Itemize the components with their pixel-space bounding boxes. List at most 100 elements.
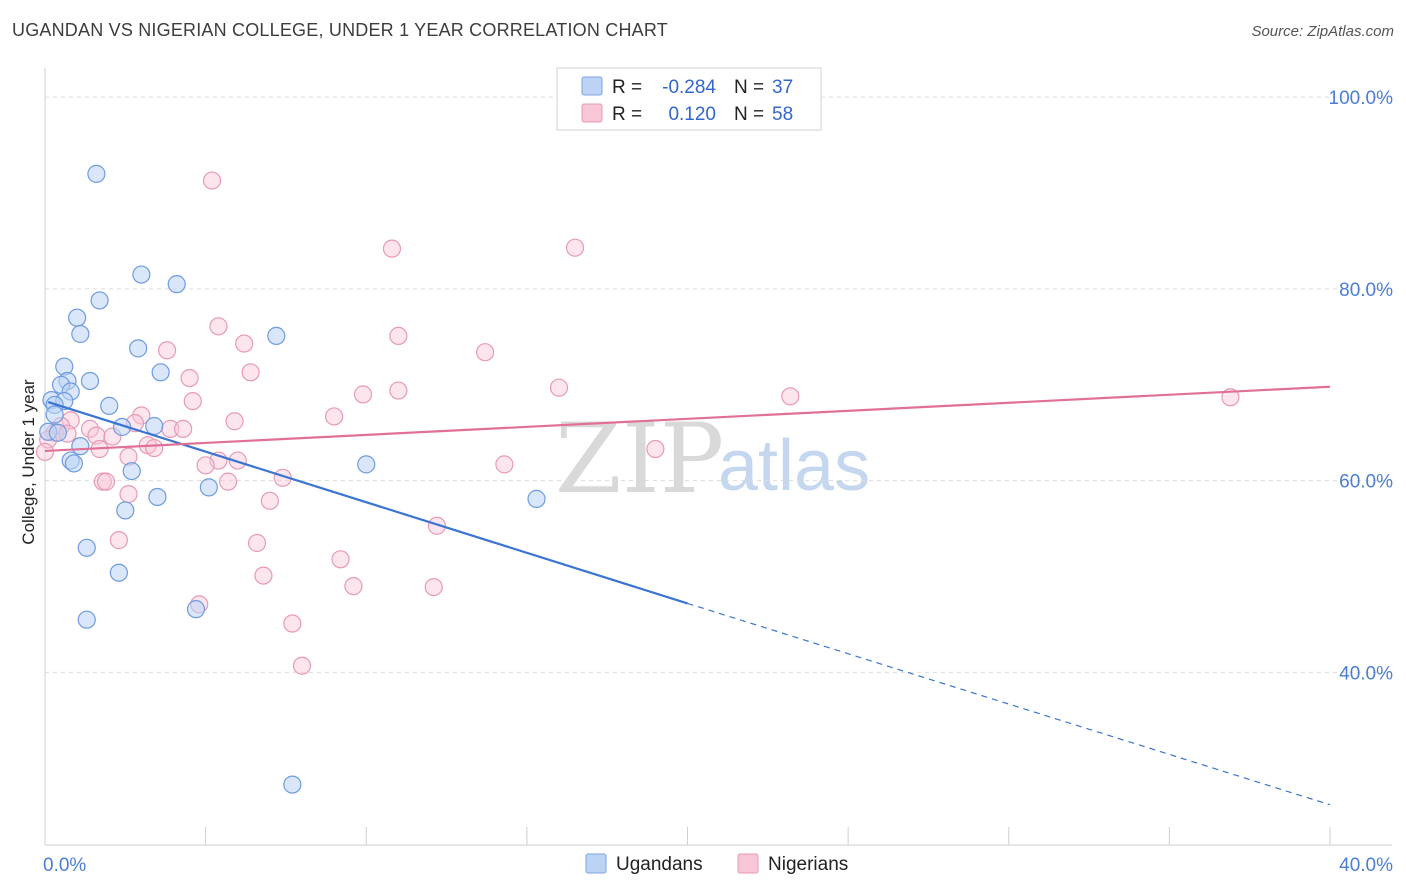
y-tick-label: 100.0% [1329,88,1394,109]
legend-n-value-ugandans: 37 [772,77,793,98]
nigerians-point [389,381,408,400]
nigerians-point [119,484,138,504]
nigerians-point [254,566,273,585]
nigerians-point [283,614,302,633]
ugandans-point [145,416,164,436]
nigerians-point [80,419,100,439]
nigerians-point [565,238,585,257]
legend-swatch-nigerians [581,103,603,123]
ugandans-points [39,164,546,794]
ugandans-point [71,437,90,456]
legend-bottom-ugandans: Ugandans [616,854,703,875]
legend-r-value-ugandans: -0.284 [662,77,716,98]
nigerians-point [353,385,373,404]
ugandans-point [48,423,67,442]
ugandans-point [267,326,286,346]
ugandans-point [100,396,119,415]
nigerians-point [235,334,254,353]
series-legend: Ugandans Nigerians [585,853,848,875]
ugandans-point [186,600,206,619]
ugandans-point [167,275,186,294]
nigerians-point [389,326,408,346]
ugandans-point [64,454,84,473]
ugandans-point [45,405,64,424]
nigerians-point [427,516,447,535]
nigerians-point [241,363,260,382]
nigerians-point [180,368,199,388]
y-tick-label: 60.0% [1339,472,1393,493]
nigerians-point [196,456,215,475]
ugandans-point [129,339,148,358]
ugandans-point [68,308,87,327]
nigerians-point [61,411,80,430]
ugandans-point [71,324,90,344]
ugandans-point [357,455,376,474]
nigerians-point [495,455,514,474]
ugandans-trend-line [47,401,688,605]
legend-bottom-nigerians: Nigerians [768,854,848,875]
ugandans-point [527,489,546,508]
x-tick-label: 40.0% [1339,855,1393,876]
ugandans-point [90,291,109,310]
watermark-zip: ZIP [555,403,724,515]
legend-r-label-nigerians: R = [612,104,642,125]
ugandans-point [116,501,135,520]
nigerians-point [96,472,116,491]
nigerians-point [344,577,363,596]
watermark-atlas: atlas [718,426,870,506]
nigerians-trend-line [44,385,1331,453]
ugandans-point [122,461,141,481]
nigerians-points [35,171,1240,675]
nigerians-point [202,171,222,190]
ugandans-trend-extension [687,602,1331,806]
nigerians-point [145,438,164,458]
nigerians-point [331,550,350,569]
ugandans-point [283,775,302,794]
nigerians-point [183,391,202,411]
legend-n-value-nigerians: 58 [772,104,793,125]
legend-n-label-nigerians: N = [734,104,764,125]
legend-r-label-ugandans: R = [612,77,642,98]
nigerians-point [476,343,495,362]
chart-title: UGANDAN VS NIGERIAN COLLEGE, UNDER 1 YEA… [12,20,668,40]
ugandans-point [77,538,96,557]
legend-bottom-swatch-ugandans [585,853,607,874]
nigerians-point [325,407,344,426]
ugandans-point [109,563,128,582]
nigerians-point [87,426,106,445]
nigerians-point [424,577,443,597]
nigerians-point [260,491,279,510]
nigerians-point [219,472,238,491]
y-axis-label: College, Under 1 year [19,379,38,545]
nigerians-point [781,387,800,406]
ugandans-point [87,164,106,183]
grid-lines [45,96,1392,673]
axes: 40.0% 60.0% 80.0% 100.0% 0.0% 40.0% [43,68,1393,876]
legend-bottom-swatch-nigerians [737,853,759,874]
nigerians-point [382,239,402,258]
nigerians-point [549,378,569,397]
legend-swatch-ugandans [581,76,603,96]
x-tick-label: 0.0% [43,855,86,876]
y-tick-label: 40.0% [1339,663,1393,684]
legend-n-label-ugandans: N = [734,77,764,98]
nigerians-point [109,531,128,550]
legend-r-value-nigerians: 0.120 [668,104,716,125]
y-tick-label: 80.0% [1339,280,1393,301]
nigerians-point [157,341,177,360]
ugandans-point [148,487,167,507]
ugandans-point [80,371,100,391]
nigerians-point [646,439,665,459]
nigerians-point [209,317,228,336]
ugandans-point [151,363,170,382]
nigerians-point [174,419,193,439]
nigerians-point [228,451,247,470]
ugandans-point [132,265,151,284]
nigerians-point [1221,388,1240,407]
nigerians-point [225,412,244,431]
nigerians-point [35,442,55,462]
correlation-legend: R = -0.284 N = 37 R = 0.120 N = 58 [556,67,822,131]
ugandans-point [77,610,96,629]
nigerians-point [247,533,267,553]
